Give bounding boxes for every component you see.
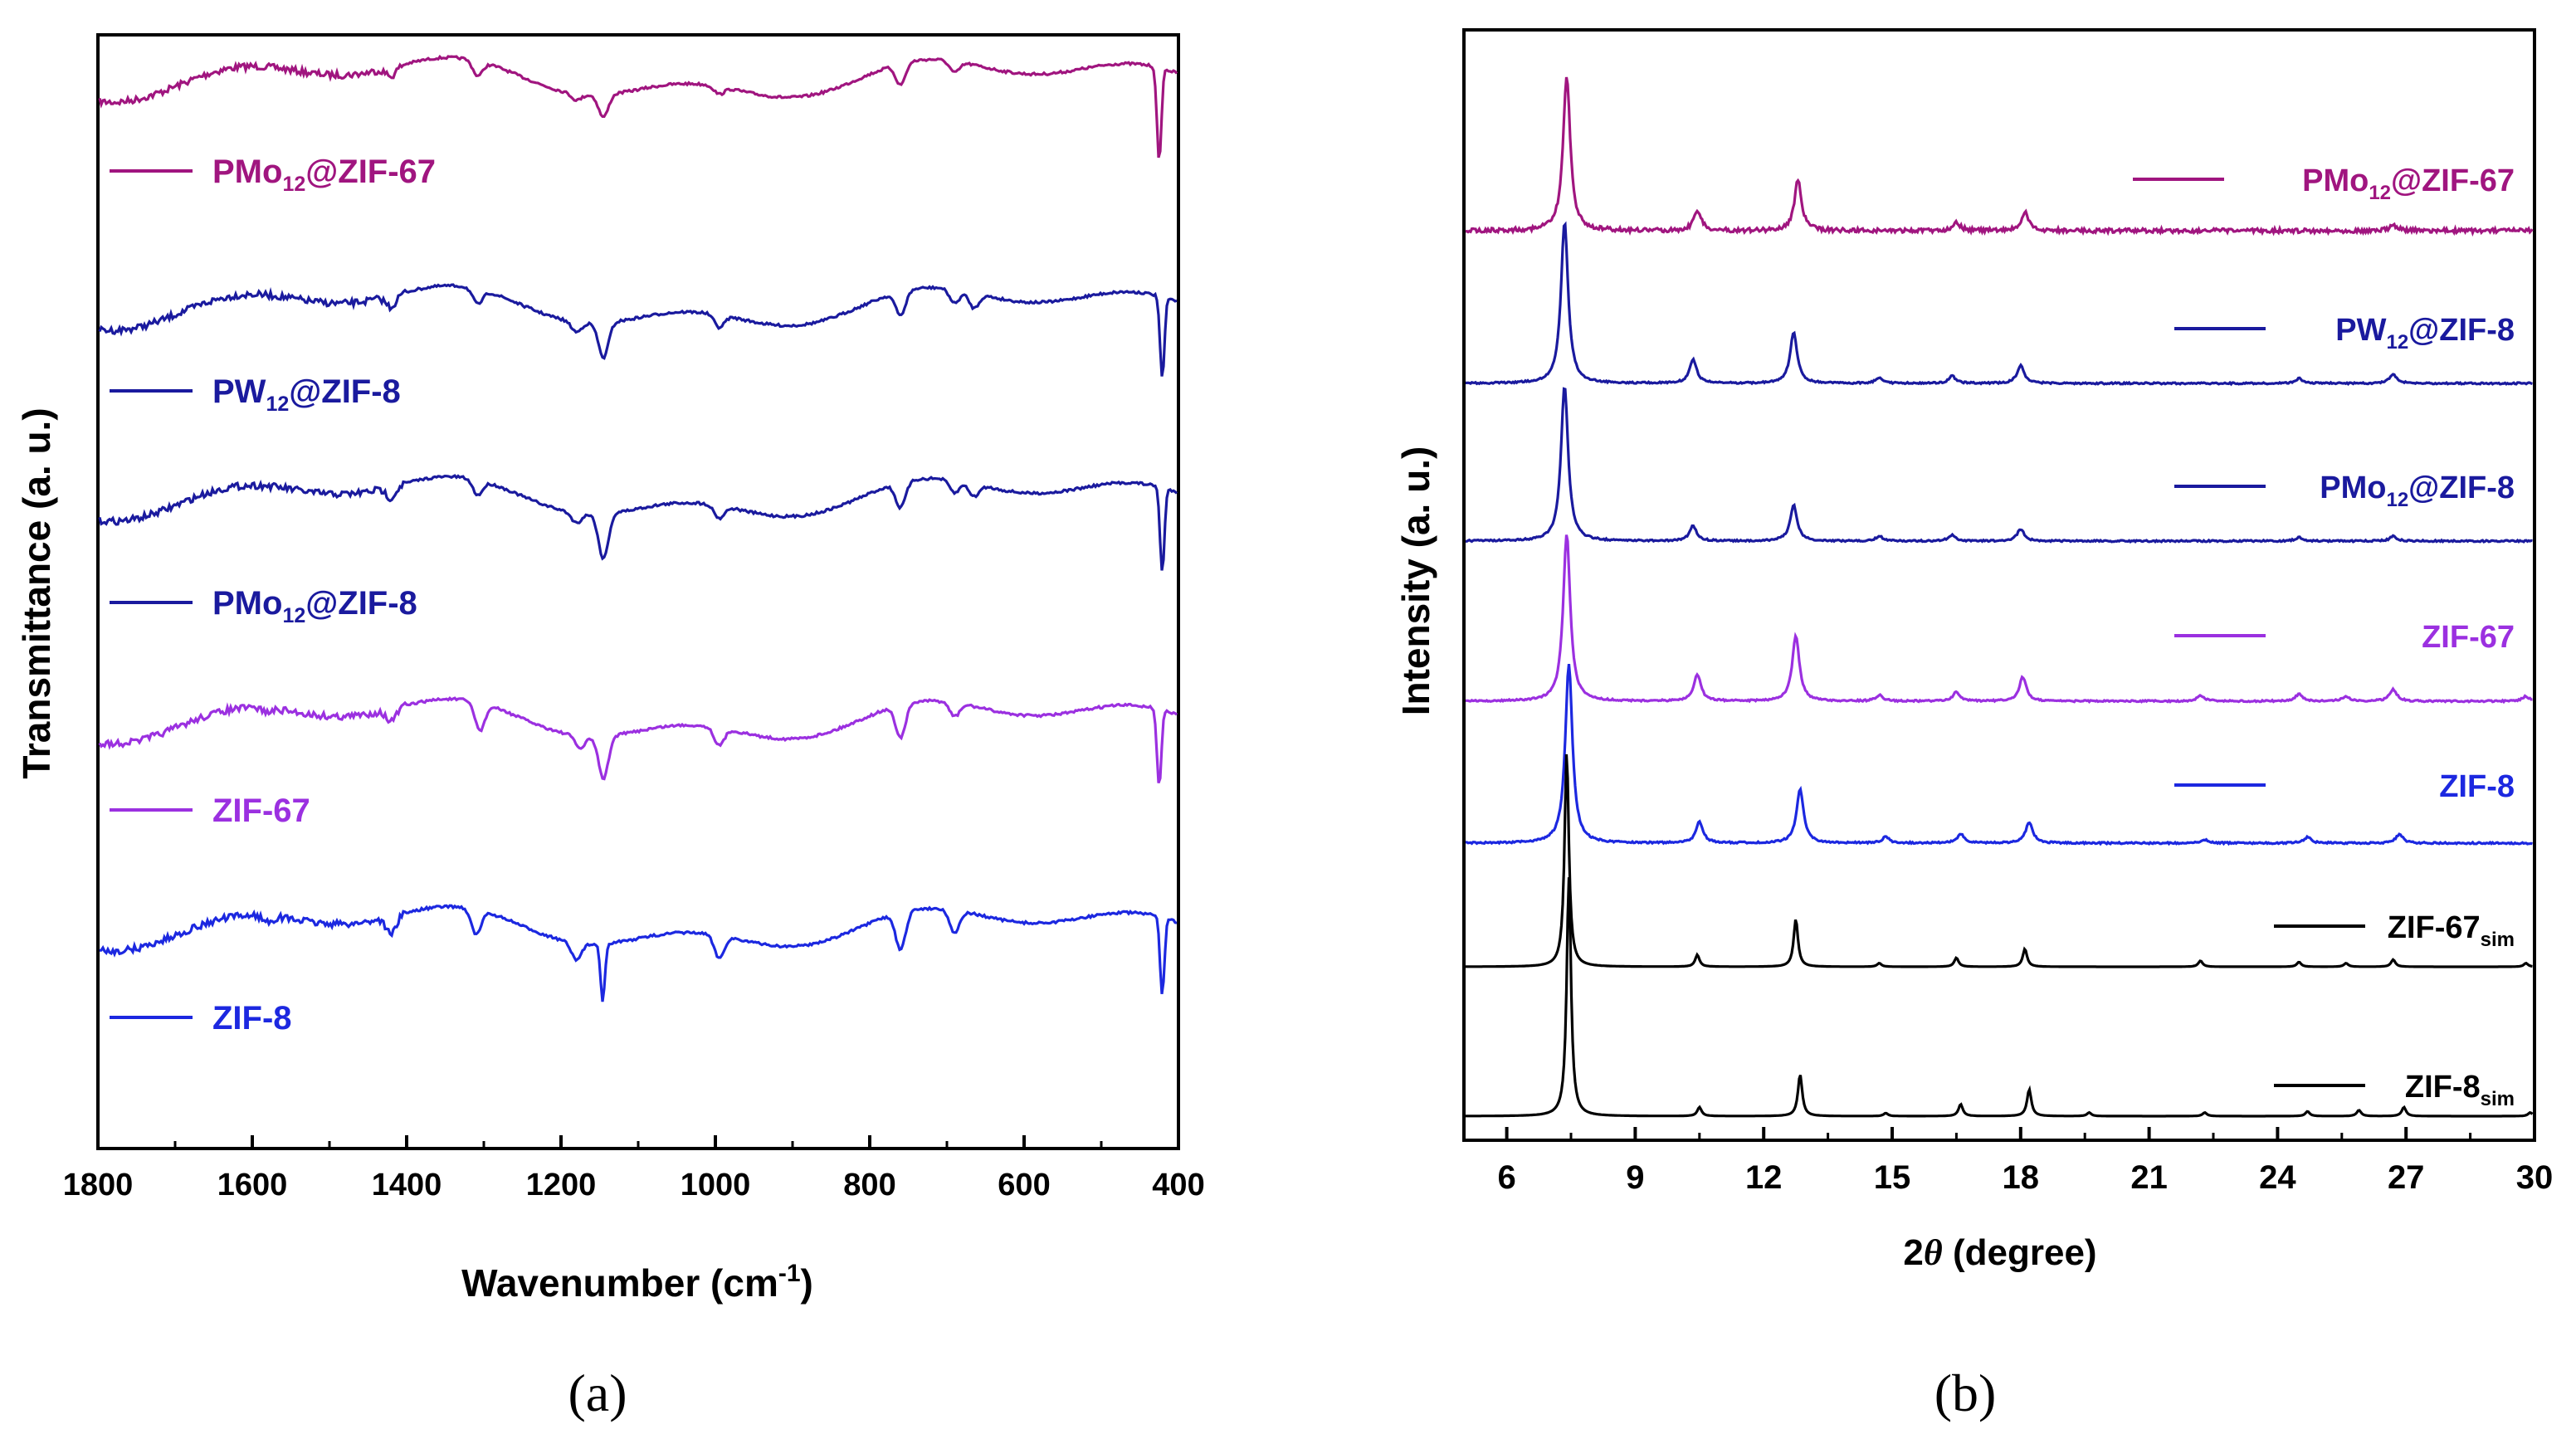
xrd-series-line-zif-8: [1465, 663, 2534, 846]
ftir-x-tick-label: 1200: [526, 1168, 597, 1202]
xrd-y-axis-label: Intensity (a. u.): [1394, 446, 1437, 716]
legend-label-end: @ZIF-67: [2391, 163, 2515, 198]
legend-label-main: PMo: [2320, 471, 2386, 505]
legend-label-sub: 12: [2386, 331, 2408, 354]
ftir-series-group: PMo12@ZIF-67PW12@ZIF-8PMo12@ZIF-8ZIF-67Z…: [98, 54, 1178, 1036]
legend-label-zif-67: ZIF-67: [212, 793, 310, 829]
xrd-x-tick-label: 21: [2130, 1159, 2168, 1196]
xrd-x-tick-label: 15: [1874, 1159, 1911, 1196]
legend-label-pw12-zif-8: PW12@ZIF-8: [212, 373, 401, 416]
xrd-x-tick-label: 30: [2516, 1159, 2554, 1196]
xrd-x-tick-label: 12: [1745, 1159, 1783, 1196]
ftir-series-line-pw12-zif-8: [98, 283, 1178, 377]
ftir-x-ticks: 1800 1600 1400 1200 1000 800 600 400: [63, 1135, 1205, 1202]
xrd-x-tick-label: 9: [1626, 1159, 1644, 1196]
plot-frame-b: [1462, 28, 2536, 1142]
ftir-x-tick-label: 1600: [217, 1168, 288, 1202]
legend-label-main: ZIF-8: [2405, 1070, 2481, 1105]
ftir-x-tick-label: 1400: [372, 1168, 442, 1202]
legend-label-end: @ZIF-8: [2408, 313, 2515, 348]
xrd-series-line-pmo12-zif-8: [1465, 387, 2533, 544]
xrd-series-line-zif-67sim: [1466, 754, 2533, 968]
legend-label-pmo12-zif-8: PMo12@ZIF-8: [212, 585, 417, 627]
legend-label-sub: 12: [2386, 489, 2408, 511]
xrd-series-line-zif-67: [1465, 534, 2533, 705]
legend-label-pmo12-zif-8: PMo12@ZIF-8: [2320, 471, 2515, 511]
legend-label-end: @ZIF-8: [305, 585, 417, 622]
legend-label-zif-67sim: ZIF-67sim: [2388, 910, 2515, 951]
xrd-x-axis-label-theta: θ: [1924, 1232, 1943, 1273]
legend-label-pw12-zif-8: PW12@ZIF-8: [2335, 313, 2515, 354]
legend-label-sub: 12: [282, 173, 305, 196]
xrd-series-group: PMo12@ZIF-67PW12@ZIF-8PMo12@ZIF-8ZIF-67Z…: [1465, 76, 2534, 1118]
legend-label-sub: sim: [2481, 1088, 2515, 1110]
legend-label-main: PW: [2335, 313, 2386, 348]
xrd-x-axis-label: 2θ (degree): [1903, 1232, 2096, 1273]
ftir-series-line-zif-67: [98, 696, 1178, 784]
legend-label-end: @ZIF-8: [289, 373, 401, 410]
ftir-y-axis-label: Transmittance (a. u.): [15, 407, 58, 778]
xrd-x-tick-label: 6: [1497, 1159, 1515, 1196]
ftir-x-axis-label-main: Wavenumber (cm: [461, 1261, 778, 1305]
legend-label-main: ZIF-67: [212, 793, 310, 829]
legend-label-main: PW: [212, 373, 266, 410]
ftir-chart-panel: PMo12@ZIF-67PW12@ZIF-8PMo12@ZIF-8ZIF-67Z…: [15, 33, 1205, 1422]
panel-label-a: (a): [568, 1363, 627, 1422]
legend-label-main: ZIF-8: [2439, 769, 2515, 804]
xrd-x-ticks: 6 9 12 15 18 21 24 27 30: [1497, 1127, 2553, 1196]
legend-label-zif-67: ZIF-67: [2422, 620, 2515, 655]
legend-label-main: PMo: [2302, 163, 2369, 198]
xrd-series-line-zif-8sim: [1466, 877, 2534, 1118]
xrd-chart-panel: PMo12@ZIF-67PW12@ZIF-8PMo12@ZIF-8ZIF-67Z…: [1394, 28, 2553, 1422]
ftir-x-tick-label: 1000: [681, 1168, 751, 1202]
legend-label-zif-8: ZIF-8: [2439, 769, 2515, 804]
ftir-x-tick-label: 800: [843, 1168, 895, 1202]
legend-label-main: ZIF-67: [2388, 910, 2481, 945]
panel-label-b: (b): [1934, 1363, 1997, 1422]
xrd-series-line-pmo12-zif-67: [1465, 76, 2534, 237]
ftir-x-axis-label-sup: -1: [778, 1260, 801, 1287]
legend-label-zif-8: ZIF-8: [212, 1000, 292, 1036]
legend-label-sub: 12: [282, 604, 305, 627]
legend-label-main: ZIF-8: [212, 1000, 292, 1036]
xrd-x-axis-label-main: 2: [1903, 1232, 1923, 1273]
legend-label-pmo12-zif-67: PMo12@ZIF-67: [2302, 163, 2515, 204]
ftir-series-line-zif-8: [99, 904, 1178, 1002]
legend-label-main: PMo: [212, 154, 282, 190]
legend-label-main: PMo: [212, 585, 282, 622]
legend-label-zif-8sim: ZIF-8sim: [2405, 1070, 2515, 1110]
xrd-x-tick-label: 24: [2259, 1159, 2296, 1196]
xrd-x-tick-label: 27: [2388, 1159, 2425, 1196]
ftir-x-tick-label: 1800: [63, 1168, 134, 1202]
legend-label-pmo12-zif-67: PMo12@ZIF-67: [212, 154, 436, 196]
xrd-x-axis-label-end: (degree): [1943, 1232, 2097, 1273]
legend-label-end: @ZIF-8: [2408, 471, 2515, 505]
ftir-x-tick-label: 600: [998, 1168, 1050, 1202]
ftir-x-axis-label: Wavenumber (cm-1): [461, 1260, 813, 1305]
legend-label-sub: sim: [2481, 929, 2515, 951]
ftir-series-line-pmo12-zif-67: [98, 54, 1178, 159]
legend-label-main: ZIF-67: [2422, 620, 2515, 655]
legend-label-sub: 12: [2369, 182, 2391, 204]
xrd-x-tick-label: 18: [2003, 1159, 2040, 1196]
legend-label-sub: 12: [266, 393, 289, 416]
ftir-x-tick-label: 400: [1152, 1168, 1204, 1202]
ftir-x-axis-label-end: ): [801, 1261, 813, 1305]
xrd-series-line-pw12-zif-8: [1466, 221, 2533, 387]
ftir-series-line-pmo12-zif-8: [98, 474, 1178, 571]
legend-label-end: @ZIF-67: [305, 154, 436, 190]
